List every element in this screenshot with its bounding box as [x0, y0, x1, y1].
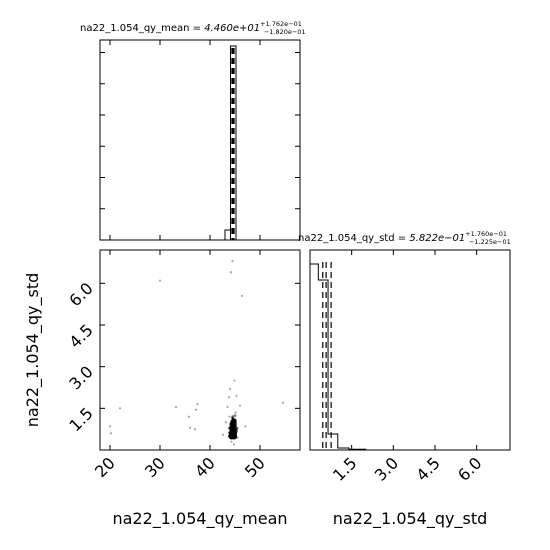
scatter-ytick-label: 6.0	[65, 279, 96, 310]
hist-qy-std-xtick-label: 1.5	[329, 453, 360, 484]
hist-qy-std-frame	[309, 249, 511, 451]
hist-qy-std-bars	[309, 263, 367, 450]
scatter-xticks: 20 30 40 50	[91, 250, 269, 481]
scatter-point	[118, 407, 122, 410]
hist-qy-mean-quantiles	[231, 48, 235, 240]
scatter-xtick-label: 30	[141, 453, 169, 481]
scatter-point	[109, 432, 113, 435]
scatter-point	[234, 411, 237, 414]
scatter-point	[233, 414, 237, 417]
hist-qy-std-xtick-label: 6.0	[454, 453, 485, 484]
scatter-point	[194, 408, 198, 411]
hist-qy-std-title-upper: +1.760e−01	[465, 230, 507, 238]
scatter-point	[188, 426, 192, 429]
scatter-point	[232, 426, 236, 429]
scatter-point	[193, 428, 197, 431]
scatter-point	[230, 435, 233, 438]
scatter-point	[228, 387, 232, 390]
scatter-ytick-label: 3.0	[65, 362, 96, 393]
scatter-point	[187, 415, 191, 418]
hist-qy-std-quantiles	[322, 262, 332, 450]
scatter-xtick-label: 40	[191, 453, 219, 481]
hist-qy-mean-frame	[99, 39, 301, 241]
hist-qy-std-xtick-label: 3.0	[371, 453, 402, 484]
scatter-point	[244, 425, 247, 428]
scatter-point	[228, 427, 231, 430]
scatter-point	[158, 279, 162, 282]
hist-qy-std-panel: 1.5 3.0 4.5 6.0 na22_1.054_qy_std = 5.822e−…	[298, 230, 511, 485]
hist-qy-std-title-value: 5.822e−01	[409, 233, 465, 244]
scatter-point	[226, 405, 229, 409]
x-axis-label-qy-std: na22_1.054_qy_std	[333, 509, 488, 529]
hist-qy-std-title-lower: −1.225e−01	[469, 238, 511, 246]
scatter-point	[108, 425, 112, 428]
scatter-point	[229, 432, 232, 436]
hist-qy-mean-bars	[100, 45, 300, 241]
scatter-point	[231, 415, 234, 418]
scatter-ytick-label: 1.5	[65, 404, 96, 435]
hist-qy-mean-title-upper: +1.762e−01	[260, 20, 302, 28]
scatter-point	[224, 421, 228, 424]
hist-qy-std-title: na22_1.054_qy_std = 5.822e−01+1.760e−01−…	[298, 230, 511, 246]
scatter-point	[230, 440, 233, 443]
scatter-point	[236, 436, 239, 439]
scatter-point	[232, 443, 236, 446]
scatter-point	[232, 436, 236, 440]
x-axis-label-qy-mean: na22_1.054_qy_mean	[112, 509, 287, 529]
scatter-point	[233, 428, 237, 432]
scatter-point	[238, 404, 242, 407]
scatter-point	[230, 421, 233, 425]
scatter-point	[233, 379, 236, 382]
scatter-point	[229, 429, 233, 432]
hist-qy-mean-title-value: 4.460e+01	[204, 23, 260, 34]
hist-qy-std-title-prefix: na22_1.054_qy_std =	[298, 233, 409, 244]
scatter-point	[221, 433, 225, 436]
scatter-point	[234, 423, 237, 426]
y-axis-label-qy-std: na22_1.054_qy_std	[23, 273, 43, 428]
hist-qy-mean-step	[100, 45, 300, 241]
hist-qy-std-step	[309, 263, 367, 450]
hist-qy-mean-title: na22_1.054_qy_mean = 4.460e+01+1.762e−01…	[80, 20, 306, 36]
scatter-point	[232, 418, 235, 422]
scatter-frame	[99, 249, 301, 451]
scatter-ytick-label: 4.5	[65, 320, 96, 351]
scatter-panel: 20 30 40 50 1.5 3.0 4.5 6.0	[65, 249, 301, 481]
scatter-point	[235, 394, 238, 397]
scatter-yticks: 1.5 3.0 4.5 6.0	[65, 279, 300, 435]
hist-qy-mean-title-prefix: na22_1.054_qy_mean =	[80, 23, 204, 34]
scatter-point	[196, 403, 199, 406]
scatter-xtick-label: 50	[241, 453, 269, 481]
scatter-point	[228, 415, 231, 418]
scatter-point	[240, 294, 244, 297]
hist-qy-mean-ticks	[100, 40, 300, 240]
hist-qy-mean-panel: na22_1.054_qy_mean = 4.460e+01+1.762e−01…	[80, 20, 306, 241]
hist-qy-std-xtick-label: 4.5	[412, 453, 443, 484]
scatter-point	[229, 271, 233, 274]
scatter-point	[231, 260, 234, 263]
scatter-point	[174, 405, 178, 409]
hist-qy-mean-title-lower: −1.820e−01	[264, 28, 306, 36]
scatter-point	[281, 401, 285, 404]
scatter-points	[108, 260, 285, 446]
scatter-point	[235, 426, 239, 430]
scatter-xtick-label: 20	[91, 453, 119, 481]
scatter-point	[227, 396, 231, 399]
